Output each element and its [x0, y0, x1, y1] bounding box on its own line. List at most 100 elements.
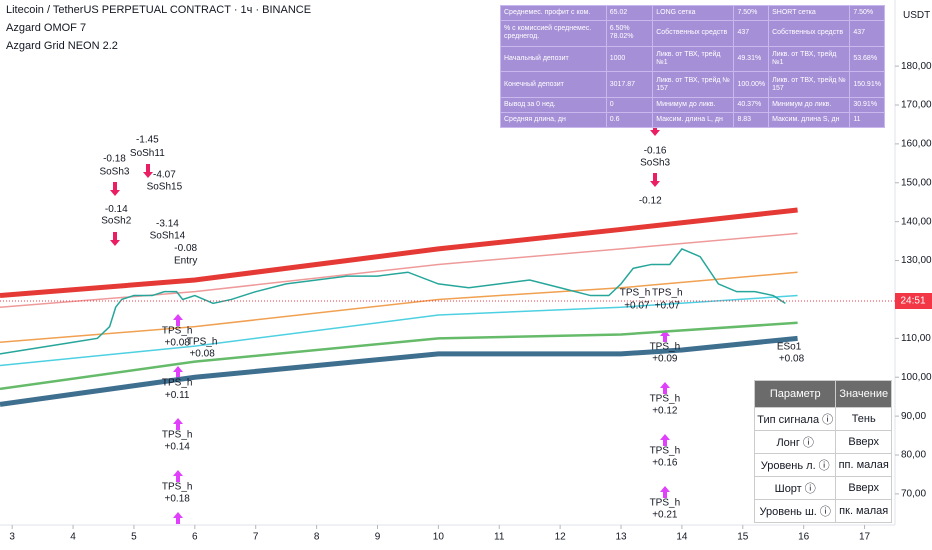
table-cell: Максим. длина S, дн — [768, 112, 851, 128]
symbol-title: Litecoin / TetherUS PERPETUAL CONTRACT ·… — [6, 4, 312, 16]
annotation: TPS_h — [650, 497, 681, 508]
table-cell: Ликв. от ТВХ, трейд № 157 — [768, 71, 851, 99]
annotation: +0.14 — [165, 441, 191, 452]
table-row: Среднемес. профит с ком. 65.02 LONG сетка 7… — [500, 5, 885, 21]
table-cell: 49.31% — [733, 45, 770, 73]
annotation: +0.07 — [624, 301, 650, 312]
y-tick-label: 160,00 — [901, 139, 932, 150]
band-line — [0, 247, 786, 355]
table-cell: 8.83 — [733, 112, 770, 128]
y-tick-label: 150,00 — [901, 177, 932, 188]
x-tick-label: 10 — [433, 532, 445, 543]
param-table: Параметр Значение Тип сигнала ⓘ Тень Лонг ⓘ В… — [753, 380, 892, 523]
x-tick-label: 13 — [615, 532, 627, 543]
band-line — [0, 207, 798, 299]
table-cell: SHORT сетка — [768, 5, 851, 21]
annotation: TPS_h — [650, 394, 681, 405]
x-tick-label: 7 — [253, 532, 259, 543]
annotation: +0.07 — [655, 301, 681, 312]
annotation: SoSh15 — [147, 182, 183, 193]
annotation: SoSh14 — [150, 231, 186, 242]
x-tick-label: 14 — [676, 532, 688, 543]
annotation: -0.18 — [103, 154, 126, 165]
annotation: SoSh3 — [640, 158, 670, 169]
annotation: TPS_h — [187, 336, 218, 347]
x-tick-label: 17 — [859, 532, 871, 543]
up-arrow — [173, 418, 183, 430]
indicator-name: Azgard Grid NEON 2.2 — [6, 40, 118, 52]
table-cell: Конечный депозит — [500, 71, 607, 99]
annotation: +0.08 — [779, 354, 805, 365]
table-cell: 40.37% — [733, 97, 770, 114]
annotation: TPS_h — [162, 482, 193, 493]
annotation: TPS_h — [650, 342, 681, 353]
table-cell: 3017.87 — [605, 71, 654, 99]
annotation: TPS_h — [162, 429, 193, 440]
table-row: Лонг ⓘ Вверх — [753, 430, 892, 454]
x-tick-label: 4 — [70, 532, 76, 543]
x-tick-label: 6 — [192, 532, 198, 543]
annotation: -3.14 — [156, 219, 179, 230]
table-cell: 65.02 — [605, 5, 654, 21]
table-cell: Собственных средств — [652, 19, 735, 47]
table-cell: Начальный депозит — [500, 45, 607, 73]
table-cell: пк. малая — [835, 499, 892, 523]
currency: USDT — [903, 10, 931, 21]
y-tick-label: 100,00 — [901, 372, 932, 383]
annotation: +0.09 — [652, 354, 678, 365]
annotation: TPS_h — [620, 287, 651, 298]
table-cell: Вывод за 0 нед. — [500, 97, 607, 114]
x-tick-label: 16 — [798, 532, 810, 543]
arrows — [110, 122, 660, 246]
y-tick-label: 90,00 — [901, 411, 926, 422]
table-cell: 6.50% 78.02% — [605, 19, 654, 47]
table-cell: Собственных средств — [768, 19, 851, 47]
down-arrow — [650, 173, 660, 187]
table-cell: 100.00% — [733, 71, 770, 99]
y-tick-label: 80,00 — [901, 450, 926, 461]
annotation: +0.08 — [189, 349, 215, 360]
x-tick-label: 8 — [314, 532, 320, 543]
table-cell: Тень — [835, 407, 892, 431]
table-cell: Значение — [835, 380, 892, 408]
table-cell: Шорт ⓘ — [753, 476, 837, 500]
current-price-tag — [895, 293, 932, 309]
annotation: -0.12 — [639, 196, 662, 207]
down-arrow — [110, 232, 120, 246]
table-cell: Ликв. от ТВХ, трейд №1 — [652, 45, 735, 73]
table-cell: 53.68% — [849, 45, 885, 73]
y-tick-label: 110,00 — [901, 333, 931, 344]
up-arrow — [173, 470, 183, 482]
table-cell: пп. малая — [835, 453, 892, 477]
band-line — [0, 271, 798, 343]
annotation: +0.21 — [652, 510, 678, 521]
table-row: Конечный депозит 3017.87 Ликв. от ТВХ, тре… — [500, 71, 885, 99]
table-cell: Лонг ⓘ — [753, 430, 837, 454]
x-tick-label: 15 — [737, 532, 749, 543]
table-row: Средняя длина, дн 0.6 Максим. длина L, дн 8… — [500, 112, 885, 128]
annotation: -0.14 — [105, 204, 128, 215]
table-cell: Уровень л. ⓘ — [753, 453, 837, 477]
table-cell: Вверх — [835, 430, 892, 454]
table-row: Шорт ⓘ Вверх — [753, 476, 892, 500]
arrows — [173, 314, 670, 524]
up-arrow — [660, 434, 670, 446]
table-cell: Ликв. от ТВХ, трейд №1 — [768, 45, 851, 73]
annotation: TPS_h — [162, 326, 193, 337]
indicator-name: Azgard OMOF 7 — [6, 22, 87, 34]
down-arrow — [650, 122, 660, 136]
y-tick-label: 170,00 — [901, 100, 932, 111]
annotation: -0.16 — [644, 146, 667, 157]
up-arrow — [173, 512, 183, 524]
table-cell: 7.50% — [849, 5, 885, 21]
annotation: +0.16 — [652, 457, 678, 468]
current-price-label: 24:51 — [900, 296, 925, 307]
table-cell: LONG сетка — [652, 5, 735, 21]
table-row: Начальный депозит 1000 Ликв. от ТВХ, трейд… — [500, 45, 885, 73]
up-arrow — [173, 366, 183, 378]
table-row: Уровень ш. ⓘ пк. малая — [753, 499, 892, 523]
table-cell: Ликв. от ТВХ, трейд № 157 — [652, 71, 735, 99]
up-arrow — [173, 314, 183, 326]
annotation: +0.18 — [165, 494, 191, 505]
